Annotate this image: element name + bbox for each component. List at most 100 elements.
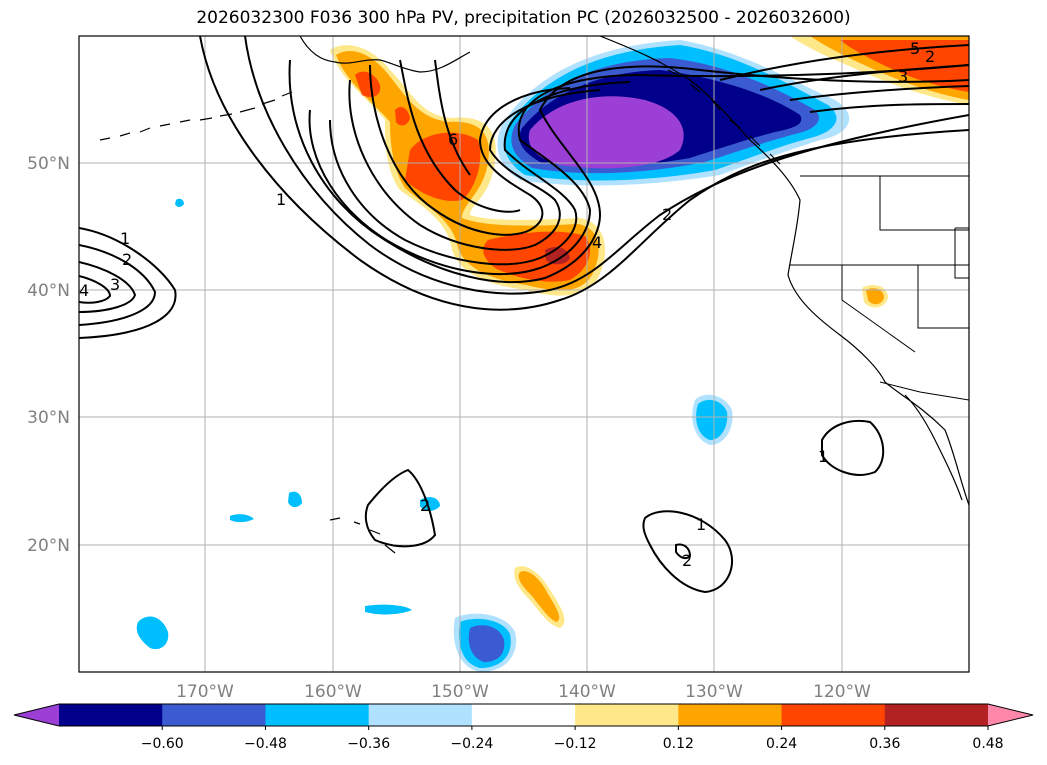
contour-label-center-2: 2 [662,205,672,224]
border-states-3 [841,265,916,353]
baja [904,394,963,501]
coastlines [99,36,969,554]
contour-label-center-4: 4 [592,233,602,252]
colorbar-tick-label: −0.60 [141,736,184,752]
contour-label-baja-1: 1 [818,447,828,466]
island-archipelago [644,54,781,165]
negative-blob-f [288,491,302,508]
colorbar-cell [781,704,886,726]
map-panel: 1 2 3 4 6 2 4 1 2 3 5 1 1 2 2 [78,35,970,673]
map-title: 2026032300 F036 300 hPa PV, precipitatio… [196,8,851,28]
pv-contour-hawaii [364,468,437,548]
colorbar-cell [59,704,163,726]
colorbar-tick-label: −0.24 [450,736,493,752]
pv-contour-5 [329,81,631,266]
positive-region-red-ak2 [395,106,410,126]
positive-region-red-ak [355,71,381,98]
colorbar-cell [471,704,576,726]
lat-tick-labels: 50°N 40°N 30°N 20°N [27,154,70,556]
contour-label-west-2: 2 [122,250,132,269]
negative-blob-e [230,514,254,523]
colorbar: −0.60 −0.48 −0.36 −0.24 −0.12 0.12 0.24 0.36 0.4… [13,703,1034,752]
negative-blob-h [175,198,184,207]
lat-label-50n: 50°N [27,154,70,174]
pv-contour-west-2 [79,244,157,326]
border-states-4 [917,265,969,329]
pv-contour-ne-b [759,64,969,91]
positive-region-red-north [405,132,481,201]
pv-contour-ne-d [809,103,969,113]
colorbar-tick-label: −0.36 [347,736,390,752]
lon-label-150w: 150°W [431,682,489,702]
positive-blob-south-core [518,571,560,622]
pv-contour-ne-c [789,85,969,101]
pv-contour-1 [199,36,969,311]
pv-contour-4 [308,64,969,276]
colorbar-tick-labels: −0.60 −0.48 −0.36 −0.24 −0.12 0.12 0.24 0.36 0.4… [141,726,1004,752]
pv-contour-west-1 [79,227,177,339]
colorbar-extend-left [14,704,59,726]
colorbar-cell [678,704,783,726]
negative-blob-b-core [468,625,505,662]
colorbar-cell [162,704,266,726]
contour-label-south-1: 1 [696,515,706,534]
pv-contour-2 [244,36,969,295]
colorbar-tick-label: 0.12 [663,736,694,752]
pv-contour-ne-a [719,44,969,81]
lat-label-40n: 40°N [27,281,70,301]
contour-label-hawaii-2: 2 [420,496,430,515]
lon-label-160w: 160°W [304,682,362,702]
pv-contour-9 [434,59,471,176]
colorbar-extend-right [988,704,1033,726]
colorbar-tick-label: −0.48 [244,736,287,752]
lon-tick-labels: 170°W 160°W 150°W 140°W 130°W 120°W [176,682,871,702]
border-states-2 [879,176,969,231]
political-borders [790,175,969,401]
contour-label-center-6: 6 [448,130,458,149]
positive-blob-nevada-core [866,288,884,305]
lon-label-130w: 130°W [685,682,743,702]
pv-contour-west-4 [79,275,112,304]
contour-label-ne-5: 5 [910,39,920,58]
lat-label-30n: 30°N [27,408,70,428]
colorbar-cell [884,704,989,726]
colorbar-tick-label: 0.36 [869,736,900,752]
border-states-5 [954,227,969,279]
aleutians [99,91,293,141]
pv-contour-south-1 [642,510,734,594]
hawaii [329,517,396,554]
contour-label-south-2: 2 [682,551,692,570]
lat-label-20n: 20°N [27,536,70,556]
lon-label-120w: 120°W [813,682,871,702]
pv-contour-baja [821,420,885,476]
contour-label-west-4: 4 [79,281,89,300]
colorbar-cells [59,704,989,726]
pv-contour-6 [348,79,601,251]
colorbar-cell [368,704,473,726]
colorbar-tick-label: 0.48 [972,736,1003,752]
negative-blob-a-core [696,399,728,440]
colorbar-outline [13,703,1034,727]
contour-label-center-1: 1 [276,190,286,209]
coastline-west [599,36,969,506]
map-frame [78,35,970,673]
contour-label-group: 1 2 3 4 6 2 4 1 2 3 5 1 1 2 2 [79,39,935,570]
lon-label-170w: 170°W [176,682,234,702]
pv-contour-south-2 [675,543,692,560]
colorbar-tick-label: 0.24 [766,736,797,752]
colorbar-cell [575,704,679,726]
pv-contours [79,36,969,594]
contour-label-west-1: 1 [120,229,130,248]
negative-blob-g [420,497,440,511]
lon-label-140w: 140°W [558,682,616,702]
negative-blob-c [136,616,169,650]
contour-label-west-3: 3 [110,275,120,294]
contour-label-ne-2: 2 [925,47,935,66]
border-us-mexico [879,381,969,401]
pv-contour-west-3 [79,261,137,313]
pv-contour-7 [369,64,571,236]
contour-label-ne-3: 3 [898,67,908,86]
pv-contour-8 [399,59,521,213]
negative-blob-d [365,604,412,615]
